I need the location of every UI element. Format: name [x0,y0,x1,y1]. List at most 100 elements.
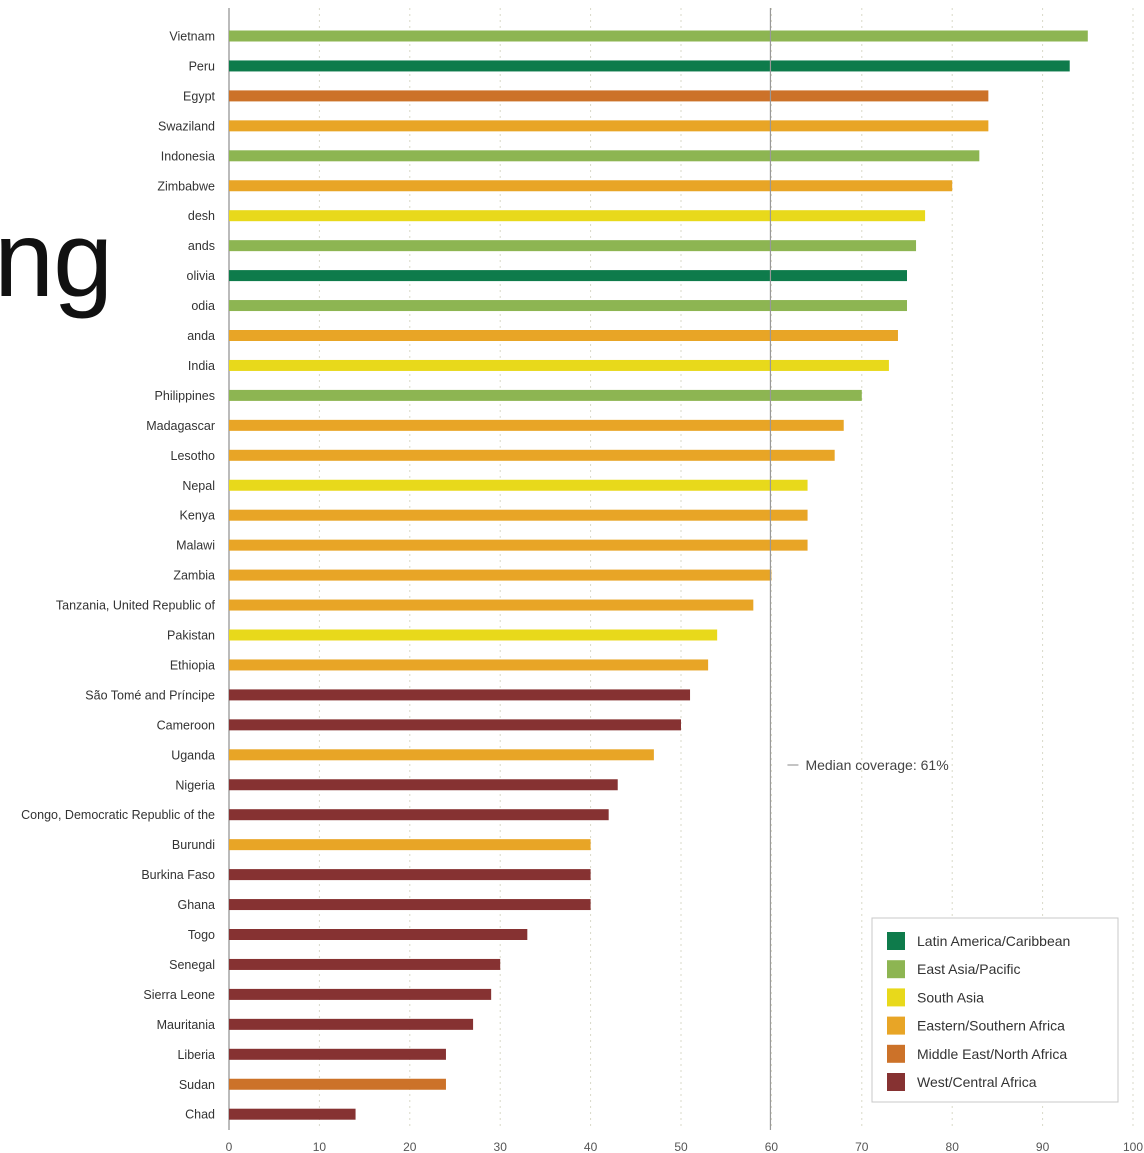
category-label: Liberia [177,1048,215,1062]
bar [229,1078,446,1090]
category-label: Tanzania, United Republic of [56,599,216,613]
bar [229,30,1088,42]
category-label: Ethiopia [170,658,215,672]
category-label: olivia [187,269,216,283]
category-label: Zambia [173,569,215,583]
gridlines [318,8,1134,1130]
category-label: Chad [185,1108,215,1122]
bar [229,539,808,551]
category-label: Peru [189,59,215,73]
category-label: São Tomé and Príncipe [85,688,215,702]
category-label: Kenya [180,509,215,523]
legend-swatch [887,1016,905,1035]
bars [229,30,1088,1120]
legend-label: East Asia/Pacific [917,961,1021,977]
x-tick-label: 50 [674,1140,688,1153]
x-tick-label: 80 [946,1140,960,1153]
category-label: Mauritania [157,1018,215,1032]
bar [229,839,591,851]
x-tick-label: 20 [403,1140,417,1153]
category-label: Vietnam [169,30,215,44]
legend-label: West/Central Africa [917,1074,1037,1090]
bar [229,719,681,731]
category-label: Congo, Democratic Republic of the [21,808,215,822]
category-label: Indonesia [161,149,215,163]
category-label: Sudan [179,1078,215,1092]
category-label: Togo [188,928,215,942]
category-label: Ghana [177,898,215,912]
x-tick-label: 30 [494,1140,508,1153]
x-tick-label: 60 [765,1140,779,1153]
bar [229,389,862,401]
category-label: Pakistan [167,629,215,643]
legend-swatch [887,932,905,950]
legend-swatch [887,988,905,1007]
category-label: India [188,359,215,373]
category-label: Burkina Faso [141,868,215,882]
bar [229,899,591,911]
category-label: Uganda [171,748,215,762]
bar [229,330,898,341]
bar [229,1048,446,1060]
category-label: Nigeria [175,778,215,792]
x-tick-label: 100 [1123,1140,1143,1153]
median-label: Median coverage: 61% [805,757,948,773]
x-tick-labels: 0 10 20 30 40 50 60 70 80 90 100 [226,1140,1144,1153]
category-label: Madagascar [146,419,215,433]
category-label: Philippines [155,389,215,403]
bar [229,569,772,581]
bar [229,210,926,222]
category-label: ands [188,239,215,253]
bar [229,659,709,671]
bar [229,988,492,1000]
bar [229,779,618,791]
bar [229,749,654,761]
legend-swatch [887,1073,905,1091]
bar [229,689,691,701]
category-label: desh [188,209,215,223]
category-label: anda [187,329,215,343]
bar [229,180,953,192]
x-tick-label: 40 [584,1140,598,1153]
bar [229,629,718,641]
category-label: Zimbabwe [157,179,215,193]
bar [229,270,907,282]
bar [229,419,844,431]
bar [229,300,907,312]
bar [229,1018,474,1030]
category-labels: Vietnam Peru Egypt Swaziland Indonesia Zimbab… [21,30,215,1122]
legend: Latin America/Caribbean East Asia/Pacific… [871,917,1119,1103]
bar [229,869,591,881]
bar [229,449,835,461]
x-tick-label: 10 [313,1140,327,1153]
category-label: Senegal [169,958,215,972]
category-label: odia [191,299,215,313]
bar [229,479,808,491]
x-tick-label: 0 [226,1140,233,1153]
legend-label: Middle East/North Africa [917,1046,1067,1062]
category-label: Sierra Leone [143,988,215,1002]
overlay-title-fragment: ng [0,198,113,319]
category-label: Burundi [172,838,215,852]
median-marker: Median coverage: 61% [769,8,949,1130]
category-label: Lesotho [171,449,216,463]
bar [229,958,501,970]
bar [229,1108,356,1120]
category-label: Cameroon [157,718,215,732]
bar [229,359,889,371]
bar [229,90,989,102]
category-label: Swaziland [158,119,215,133]
category-label: Egypt [183,89,215,103]
bar [229,60,1070,72]
legend-label: Eastern/Southern Africa [917,1018,1065,1034]
category-label: Malawi [176,539,215,553]
bar [229,599,754,611]
bar [229,929,528,940]
x-tick-label: 70 [855,1140,869,1153]
bar [229,120,989,132]
legend-label: South Asia [917,989,984,1005]
category-label: Nepal [182,479,215,493]
bar [229,809,609,821]
bar [229,150,980,162]
